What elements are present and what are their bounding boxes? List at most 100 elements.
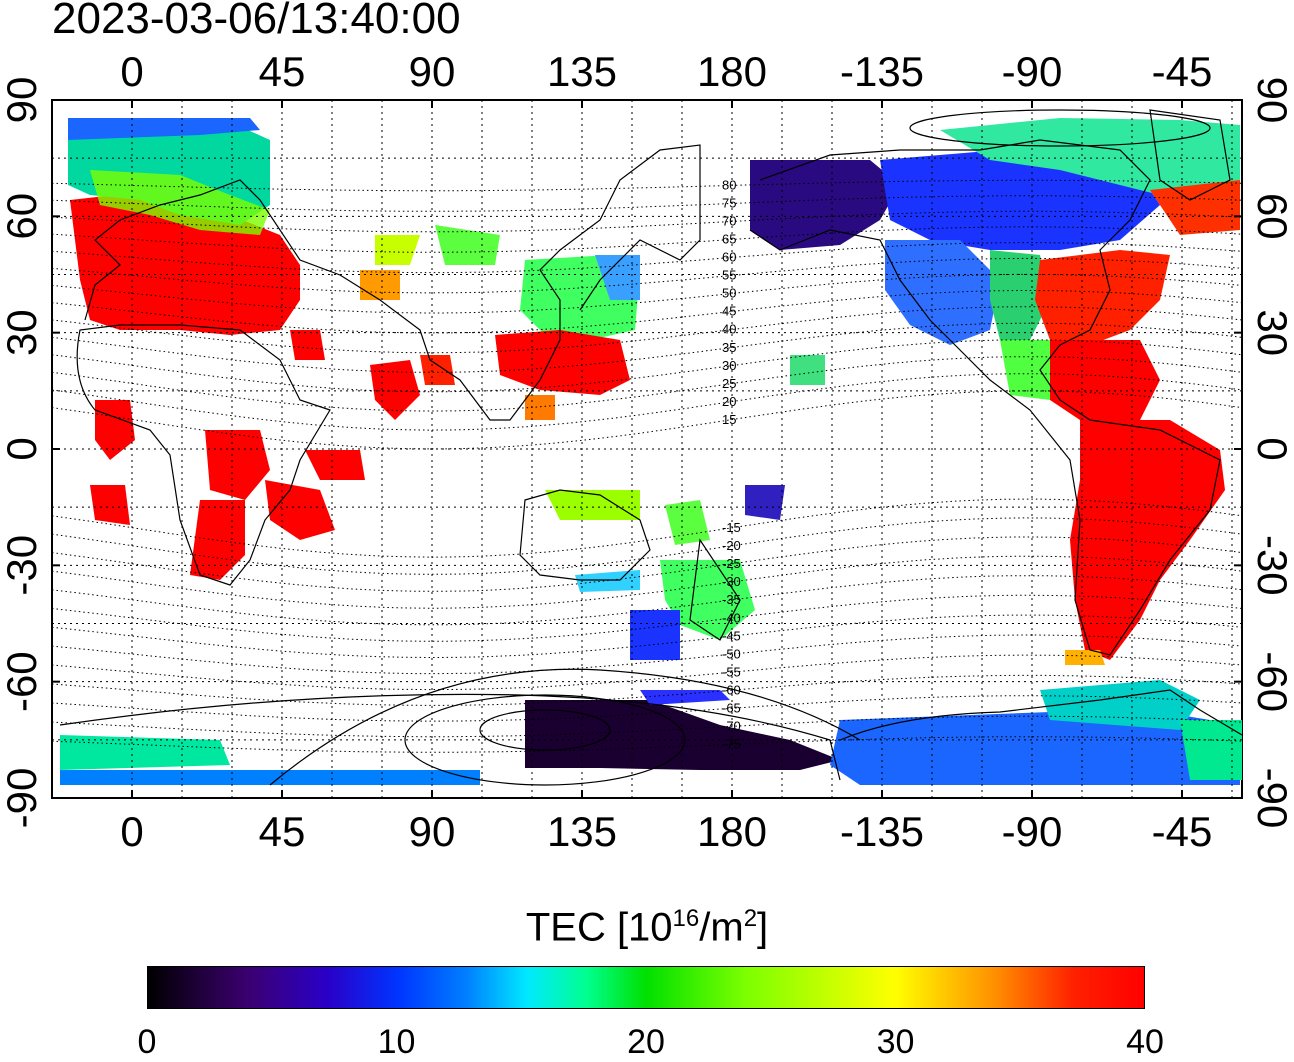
mag-lat-label: 70 — [722, 214, 736, 229]
mag-lat-label: 65 — [722, 232, 736, 247]
mag-lat-contour — [52, 715, 1242, 738]
tec-patch-caribbean — [1050, 340, 1160, 420]
y-tick-label-left: -90 — [0, 768, 45, 829]
axis-tick-labels: 0 45 90 135 180 -135 -90 -450 45 90 135 180 -135 -90-… — [0, 48, 1294, 855]
x-tick-label-bottom: -45 — [1152, 808, 1213, 855]
colorbar-title-exponent-1: 16 — [672, 905, 700, 932]
tec-patch-namibia — [90, 485, 130, 525]
mag-lat-label: 35 — [722, 340, 736, 355]
tec-patch-us-east — [1035, 250, 1170, 345]
tec-patch-se-asia — [420, 355, 455, 385]
mag-lat-label: -35 — [722, 592, 741, 607]
mag-lat-label: -50 — [722, 646, 741, 661]
mag-lat-label: 60 — [722, 250, 736, 265]
tec-patch-south-ocean-2 — [60, 770, 480, 785]
x-tick-label-top: 90 — [409, 48, 456, 95]
y-tick-label-left: 90 — [0, 77, 45, 124]
tec-patch-south-ocean — [60, 735, 230, 770]
tec-patch-japan-north — [595, 255, 640, 300]
mag-lat-contour — [52, 736, 1242, 753]
mag-lat-contour — [52, 257, 1242, 294]
mag-lat-contour — [52, 695, 1242, 722]
colorbar-tick-label: 10 — [377, 1023, 416, 1061]
tec-patch-canada-north — [940, 118, 1240, 195]
lat-lon-grid — [52, 100, 1242, 798]
colorbar-title-prefix: TEC [10 — [525, 905, 673, 950]
x-tick-label-bottom: -90 — [1002, 808, 1063, 855]
tec-patch-africa-west — [95, 400, 135, 460]
colorbar-title-exponent-2: 2 — [743, 905, 758, 932]
mag-lat-label: 40 — [722, 322, 736, 337]
x-tick-label-top: -90 — [1002, 48, 1063, 95]
tec-patch-antarctica-ross — [640, 690, 730, 705]
x-tick-label-top: 180 — [697, 48, 767, 95]
geomagnetic-latitude-contours — [52, 179, 1242, 753]
tec-patch-africa-east — [265, 480, 335, 540]
tec-patch-central-asia-2 — [375, 235, 420, 265]
mag-lat-contour — [52, 614, 1242, 658]
tec-patch-taiwan — [525, 395, 555, 420]
y-tick-label-right: 30 — [1249, 309, 1294, 356]
colorbar-tick-label: 0 — [137, 1023, 157, 1061]
mag-lat-label: 15 — [722, 412, 736, 427]
mag-lat-label: -65 — [722, 700, 741, 715]
y-tick-label-left: 30 — [0, 309, 45, 356]
mag-lat-contour — [52, 226, 1242, 253]
y-tick-label-right: -60 — [1249, 651, 1294, 712]
mag-lat-contour — [52, 290, 1242, 334]
y-tick-label-right: 0 — [1249, 437, 1294, 460]
tec-patch-mongolia — [435, 225, 500, 265]
y-tick-label-left: 0 — [0, 437, 45, 460]
y-tick-label-right: -30 — [1249, 535, 1294, 596]
tec-colorbar — [147, 966, 1145, 1009]
mag-lat-contour — [52, 634, 1242, 675]
x-tick-label-bottom: 90 — [409, 808, 456, 855]
mag-lat-contour — [52, 674, 1242, 706]
mag-lat-label: -25 — [722, 556, 741, 571]
tec-patch-pacific-20s — [745, 485, 785, 520]
axis-tick-marks — [52, 99, 1242, 799]
colorbar-title-suffix: ] — [757, 905, 769, 950]
mag-lat-contour — [52, 594, 1242, 642]
tec-patch-peninsula-2 — [1180, 720, 1242, 780]
colorbar-tick-label: 30 — [876, 1023, 915, 1061]
tec-patch-india — [370, 360, 420, 420]
tec-patch-us-west — [885, 240, 1000, 345]
colorbar-tick-label: 20 — [627, 1023, 665, 1061]
mag-lat-label: 55 — [722, 268, 736, 283]
map-timestamp-title: 2023-03-06/13:40:00 — [52, 0, 461, 43]
mag-lat-label: -30 — [722, 574, 741, 589]
tec-world-map: 80 75 70 65 60 55 50 45 40 35 30 25 20 15 -15 -20 -25 -30… — [0, 48, 1294, 855]
x-tick-label-top: -45 — [1152, 48, 1213, 95]
mag-lat-contour — [52, 242, 1242, 274]
y-tick-label-right: 60 — [1249, 193, 1294, 240]
mag-lat-label: -60 — [722, 682, 741, 697]
y-tick-label-left: 60 — [0, 193, 45, 240]
mag-lat-contour — [52, 195, 1242, 212]
tec-patch-greenland — [1150, 180, 1240, 235]
x-tick-label-bottom: -135 — [840, 808, 924, 855]
x-tick-label-top: 0 — [120, 48, 143, 95]
tec-patch-africa-central — [205, 430, 270, 500]
mag-lat-label: -45 — [722, 628, 741, 643]
mag-lat-label: -70 — [722, 718, 741, 733]
mag-lat-label: 75 — [722, 196, 736, 211]
tec-patch-antarctica-east — [525, 700, 840, 770]
tec-patch-nz-south — [630, 610, 680, 660]
mag-lat-label: -15 — [722, 520, 741, 535]
tec-patch-south-america — [1070, 420, 1225, 660]
mag-lat-label: 25 — [722, 376, 736, 391]
tec-patch-australia-north — [545, 490, 640, 520]
tec-patch-us-central — [990, 250, 1050, 340]
tec-patch-north-europe-green — [90, 170, 270, 235]
mag-lat-label: 45 — [722, 304, 736, 319]
north-magnetic-pole-rings — [909, 109, 1211, 147]
mag-lat-label: 80 — [722, 178, 736, 193]
y-tick-label-right: 90 — [1249, 77, 1294, 124]
mag-lat-label: -55 — [722, 664, 741, 679]
tec-patch-tasman — [665, 500, 710, 545]
x-tick-label-bottom: 180 — [697, 808, 767, 855]
x-tick-label-top: 45 — [259, 48, 306, 95]
y-tick-label-right: -90 — [1249, 768, 1294, 829]
colorbar-tick-label: 40 — [1126, 1023, 1164, 1061]
